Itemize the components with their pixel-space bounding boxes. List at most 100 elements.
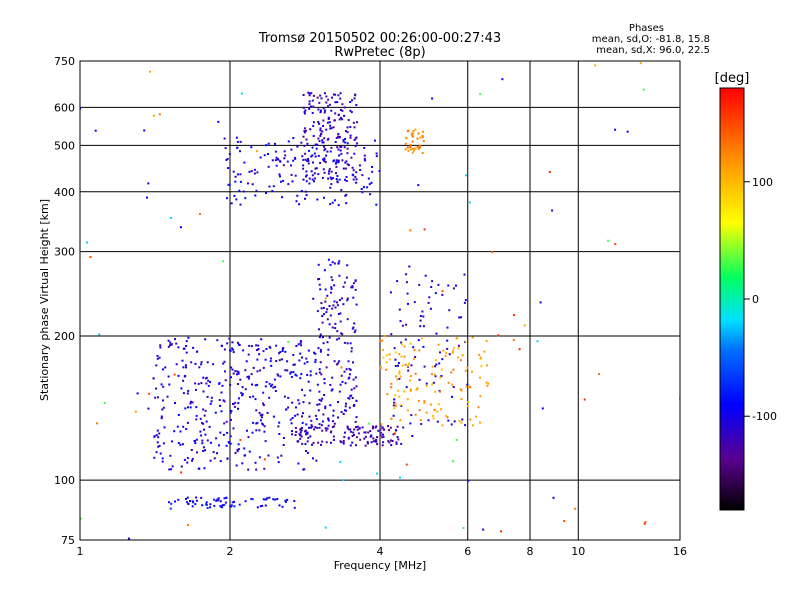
data-point	[318, 390, 321, 393]
data-point	[286, 360, 289, 363]
data-point	[357, 432, 360, 435]
data-point	[369, 193, 372, 196]
data-point	[296, 413, 299, 416]
data-point	[318, 122, 321, 125]
data-point	[299, 428, 302, 431]
data-point	[337, 204, 340, 207]
data-point	[278, 504, 281, 507]
data-point	[447, 284, 450, 287]
data-point	[222, 260, 225, 263]
data-point	[196, 451, 198, 454]
data-point	[421, 134, 424, 137]
data-point	[335, 136, 338, 139]
data-point	[302, 167, 305, 170]
data-point	[462, 527, 465, 529]
data-point	[283, 157, 286, 160]
data-point	[158, 356, 161, 359]
data-point	[337, 135, 340, 138]
data-point	[414, 147, 417, 150]
data-point	[282, 164, 285, 167]
data-point	[381, 426, 384, 429]
data-point	[359, 169, 362, 171]
data-point	[232, 403, 235, 406]
data-point	[344, 167, 347, 170]
data-point	[308, 177, 311, 180]
data-point	[173, 373, 176, 376]
data-point	[339, 145, 342, 148]
data-point	[214, 411, 217, 414]
colorbar	[719, 87, 745, 511]
data-point	[342, 167, 345, 170]
data-point	[218, 399, 221, 401]
data-point	[175, 342, 178, 345]
data-point	[258, 429, 261, 432]
data-point	[213, 457, 216, 460]
data-point	[232, 351, 235, 354]
data-point	[194, 382, 197, 385]
data-point	[437, 343, 440, 346]
data-point	[282, 347, 285, 349]
data-point	[305, 174, 308, 177]
data-point	[485, 381, 488, 384]
data-point	[342, 140, 345, 143]
data-point	[272, 185, 275, 188]
data-point	[329, 314, 332, 317]
data-point	[283, 150, 286, 153]
data-point	[363, 157, 366, 160]
data-point	[296, 440, 299, 443]
data-point	[359, 438, 362, 441]
data-point	[539, 301, 542, 304]
data-point	[425, 411, 428, 414]
data-point	[267, 454, 270, 457]
data-point	[405, 273, 408, 276]
data-point	[304, 197, 306, 200]
data-point	[435, 332, 438, 335]
data-point	[156, 354, 159, 357]
data-point	[315, 418, 318, 421]
data-point	[303, 144, 306, 147]
data-point	[159, 452, 162, 455]
data-point	[321, 130, 324, 133]
data-point	[329, 384, 332, 386]
data-point	[299, 352, 302, 355]
data-point	[272, 498, 275, 501]
data-point	[338, 178, 341, 181]
y-axis-label: Stationary phase Virtual Height [km]	[38, 199, 51, 401]
data-point	[354, 175, 357, 178]
data-point	[327, 348, 330, 351]
data-point	[162, 406, 165, 409]
data-point	[328, 305, 331, 307]
data-point	[228, 153, 231, 155]
data-point	[343, 370, 346, 373]
data-point	[305, 170, 308, 173]
data-point	[253, 172, 256, 175]
data-point	[403, 390, 406, 393]
data-point	[333, 199, 336, 202]
data-point	[396, 378, 399, 381]
data-point	[329, 150, 332, 153]
data-point	[146, 196, 148, 199]
data-point	[316, 143, 319, 146]
data-point	[334, 162, 337, 165]
data-point	[343, 341, 346, 344]
data-point	[322, 413, 325, 416]
data-point	[342, 139, 345, 142]
data-point	[332, 435, 335, 438]
data-point	[226, 457, 229, 460]
data-point	[444, 355, 447, 358]
data-point	[315, 459, 318, 462]
data-point	[399, 320, 402, 323]
data-point	[308, 426, 310, 429]
data-point	[223, 137, 226, 140]
data-point	[298, 402, 301, 405]
data-point	[275, 156, 278, 159]
data-point	[264, 440, 267, 443]
data-point	[399, 419, 402, 422]
data-point	[349, 428, 352, 431]
data-point	[352, 434, 355, 436]
data-point	[364, 444, 367, 447]
data-point	[346, 126, 349, 129]
data-point	[303, 362, 306, 365]
data-point	[434, 390, 437, 393]
data-point	[434, 292, 437, 295]
